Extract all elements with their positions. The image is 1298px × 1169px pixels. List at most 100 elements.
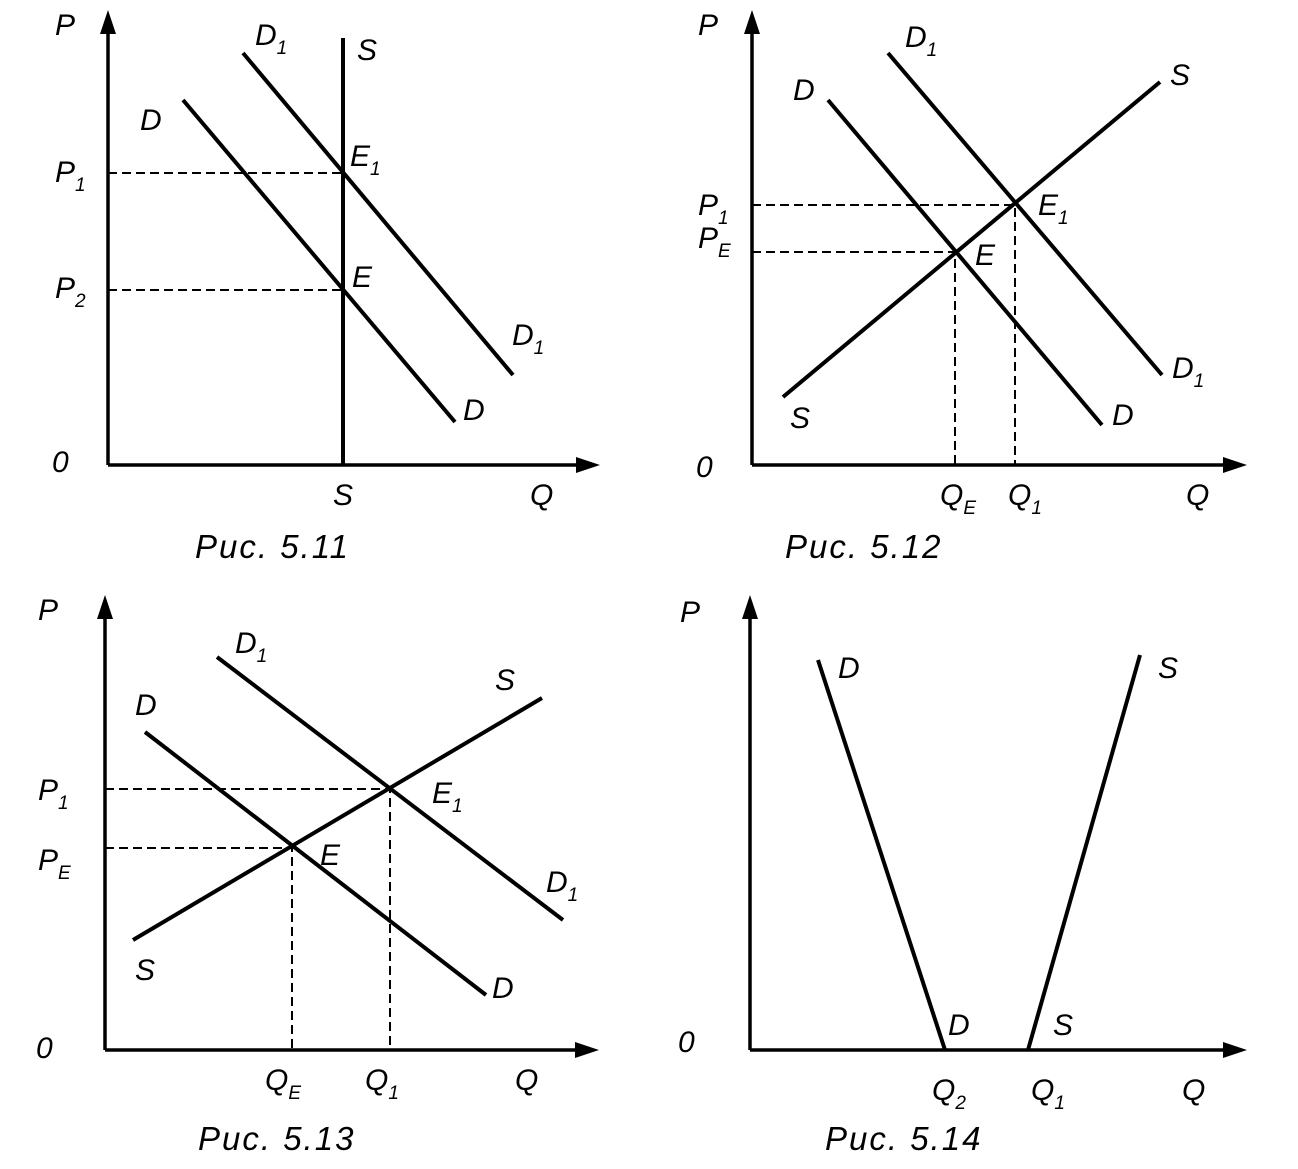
label-sub: 1 <box>452 796 463 817</box>
label-main: Q <box>1008 479 1031 512</box>
curve-label: S <box>1158 652 1178 685</box>
curve-label: D1 <box>1172 352 1204 392</box>
label-sub: 1 <box>277 38 288 59</box>
label-main: P <box>55 156 75 189</box>
guide-line <box>752 204 1016 465</box>
demand-line <box>241 51 515 377</box>
curve-label: D <box>1112 399 1134 432</box>
curve-label: D1 <box>512 319 544 359</box>
curve-label: D <box>135 689 157 722</box>
label-main: D <box>235 627 257 660</box>
curve-label: E1 <box>1038 189 1069 229</box>
axis-label: P <box>698 9 718 42</box>
label-sub: E <box>58 863 71 884</box>
arrow <box>576 457 600 473</box>
label-sub: 1 <box>370 159 381 180</box>
label-main: Q <box>940 479 963 512</box>
axes <box>750 22 1235 467</box>
label-sub: 1 <box>257 646 268 667</box>
label-main: Q <box>365 1064 388 1097</box>
curve-label: D <box>463 394 485 427</box>
label-sub: 1 <box>388 1083 399 1104</box>
curve-label: E <box>320 839 341 872</box>
demand-line <box>181 98 457 424</box>
curve-label: Q1 <box>1031 1074 1065 1114</box>
caption: Рис. 5.14 <box>825 1120 982 1157</box>
axis-label: Q <box>530 479 553 512</box>
demand-line <box>886 51 1164 377</box>
caption: Рис. 5.12 <box>785 528 942 565</box>
label-sub: 1 <box>718 208 729 229</box>
label-main: E <box>350 140 371 173</box>
label-sub: 1 <box>1054 1093 1065 1114</box>
label-main: Q <box>265 1064 288 1097</box>
arrow <box>97 595 113 619</box>
curve-label: S <box>1053 1009 1073 1042</box>
curve-label: E <box>352 261 373 294</box>
demand-line <box>826 98 1104 427</box>
curve-label: E <box>975 239 996 272</box>
axis-label: 0 <box>36 1032 53 1065</box>
curve-label: D1 <box>905 21 937 61</box>
label-main: D <box>512 319 534 352</box>
supply-line <box>131 696 544 942</box>
demand-line <box>143 730 488 997</box>
arrow <box>575 1042 599 1058</box>
curve-label: D <box>948 1009 970 1042</box>
curve-label: S <box>1170 59 1190 92</box>
arrow <box>100 10 116 34</box>
curve-label: S <box>135 954 155 987</box>
axis-label: Q <box>1186 479 1209 512</box>
curve-label: D1 <box>255 19 287 59</box>
label-sub: 1 <box>58 793 69 814</box>
label-main: E <box>1038 189 1059 222</box>
label-main: D <box>546 866 568 899</box>
label-sub: E <box>718 241 731 262</box>
label-sub: E <box>963 498 976 519</box>
label-main: P <box>38 844 58 877</box>
figure-5-14 <box>742 595 1247 1058</box>
curve-label: S <box>790 402 810 435</box>
curve-label: PE <box>38 844 71 884</box>
figure-5-13 <box>97 595 599 1058</box>
axes <box>106 22 588 467</box>
label-sub: 1 <box>75 175 86 196</box>
curve-label: PE <box>698 222 731 262</box>
axis-label: P <box>38 594 58 627</box>
label-main: P <box>698 222 718 255</box>
caption: Рис. 5.11 <box>195 528 350 565</box>
supply-line <box>1026 654 1142 1051</box>
axis-label: 0 <box>678 1026 695 1059</box>
label-sub: 1 <box>534 338 545 359</box>
label-sub: 2 <box>954 1093 966 1114</box>
label-main: D <box>905 21 927 54</box>
curve-label: Q2 <box>932 1074 966 1114</box>
axis-label: P <box>680 596 700 629</box>
label-sub: 1 <box>1194 371 1205 392</box>
supply-line <box>781 80 1162 399</box>
curve-label: Q1 <box>1008 479 1042 519</box>
figure-5-12 <box>744 10 1247 473</box>
curve-label: D1 <box>546 866 578 906</box>
axis-label: P <box>55 9 75 42</box>
axis-label: Q <box>515 1064 538 1097</box>
curve-label: E1 <box>432 777 463 817</box>
curve-label: P1 <box>38 774 69 814</box>
axes <box>103 607 587 1052</box>
demand-line <box>816 659 947 1051</box>
label-sub: 1 <box>1058 208 1069 229</box>
curve-label: D <box>838 652 860 685</box>
label-sub: 1 <box>927 40 938 61</box>
label-main: P <box>38 774 58 807</box>
arrow <box>1223 457 1247 473</box>
label-sub: 1 <box>568 885 579 906</box>
curve-label: S <box>333 479 353 512</box>
label-sub: E <box>288 1083 301 1104</box>
curve-label: Q1 <box>365 1064 399 1104</box>
curve-label: P1 <box>55 156 86 196</box>
arrow <box>744 10 760 34</box>
curve-label: D <box>140 104 162 137</box>
curve-label: S <box>357 34 377 67</box>
caption: Рис. 5.13 <box>198 1120 355 1157</box>
